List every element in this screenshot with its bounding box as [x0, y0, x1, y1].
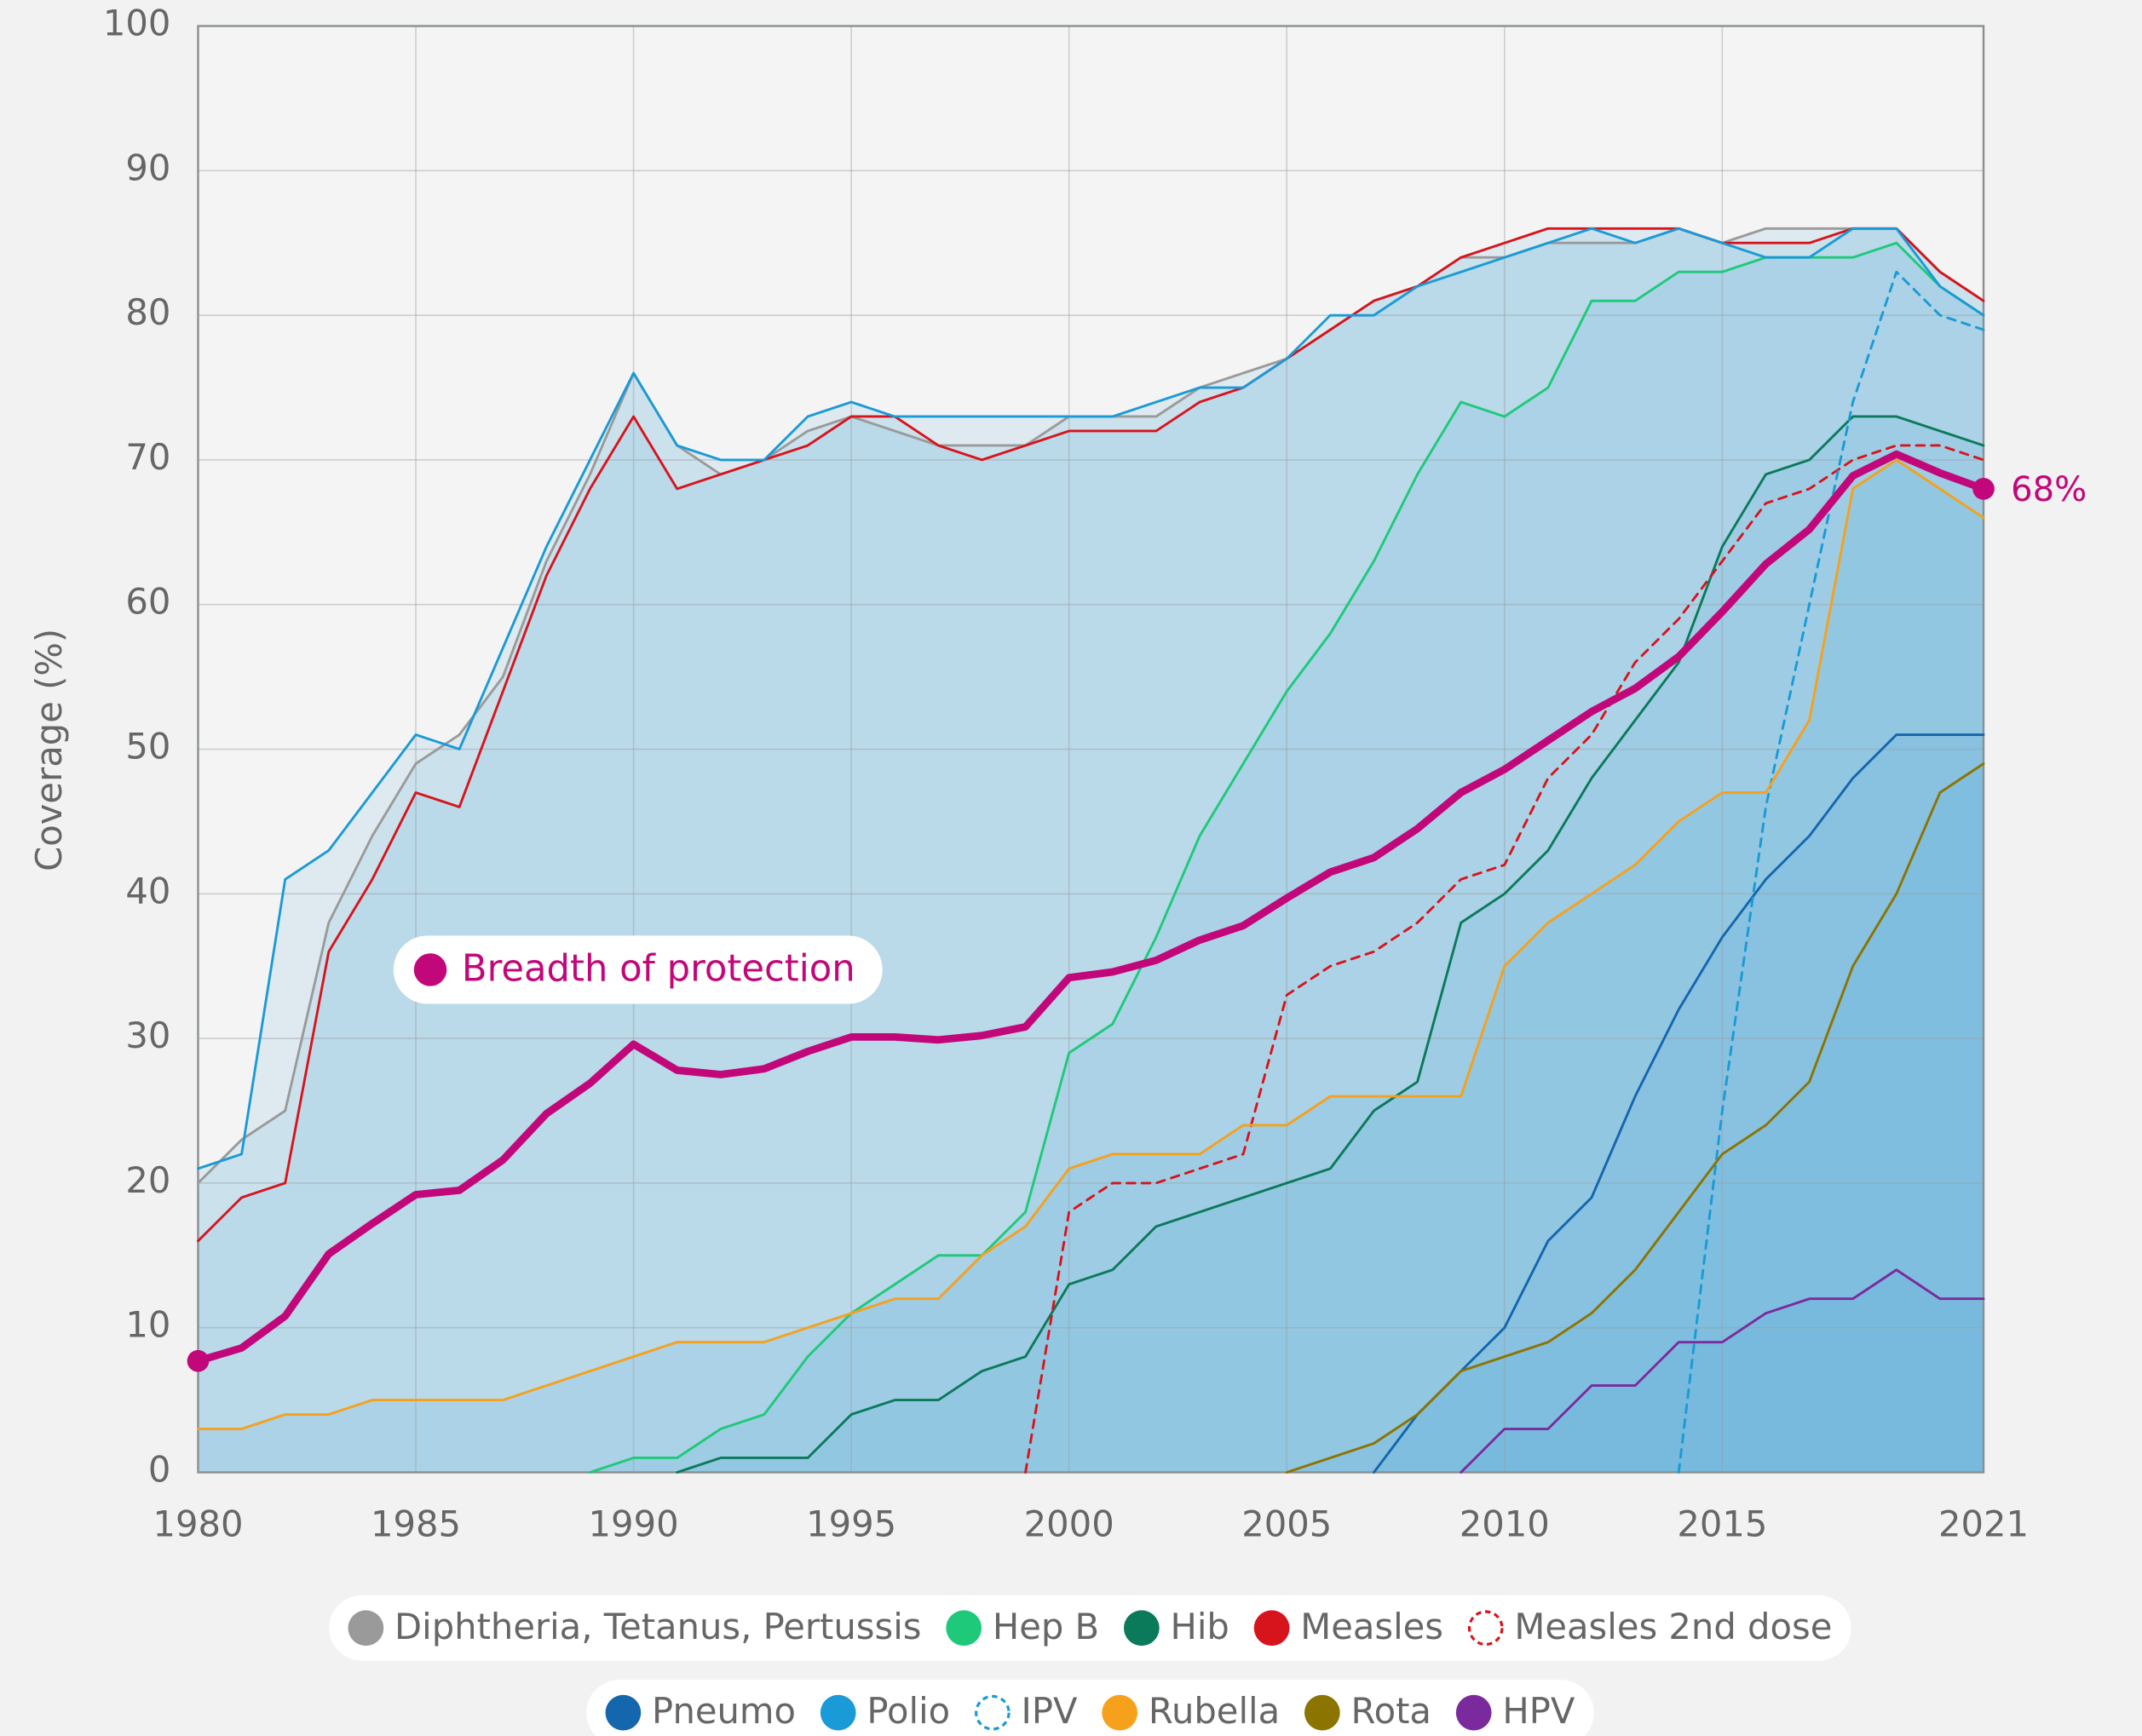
x-tick-label: 2005 [1241, 1503, 1332, 1545]
annotation-dot [413, 953, 447, 986]
legend-label: HPV [1502, 1690, 1575, 1732]
legend-label: Diphtheria, Tetanus, Pertussis [394, 1606, 921, 1647]
plot-area [198, 26, 1984, 1473]
legend-marker [605, 1694, 642, 1731]
annotation-pill [393, 935, 883, 1004]
y-tick-label: 90 [125, 147, 170, 188]
legend-label: IPV [1022, 1690, 1078, 1732]
y-tick-label: 20 [125, 1159, 170, 1201]
series-line [197, 458, 1985, 1430]
y-tick-label: 80 [125, 291, 170, 333]
legend-label: Measles [1300, 1606, 1443, 1647]
y-tick-label: 40 [125, 870, 170, 911]
legend-label: Pneumo [652, 1690, 796, 1732]
area [198, 228, 1984, 1473]
legend-marker [1124, 1610, 1160, 1647]
series-line [1024, 444, 1985, 1474]
x-tick-label: 1980 [153, 1503, 243, 1545]
area [1287, 763, 1984, 1473]
y-axis-label: Coverage (%) [28, 629, 70, 871]
area [1460, 1269, 1984, 1473]
area [677, 416, 1984, 1473]
y-tick-label: 70 [125, 436, 170, 478]
legend-marker [348, 1610, 384, 1647]
legend-marker [975, 1694, 1011, 1731]
y-tick-label: 60 [125, 581, 170, 623]
legend-label: Measles 2nd dose [1514, 1606, 1832, 1647]
breadth-line [194, 450, 1988, 1365]
x-tick-label: 2021 [1938, 1503, 2029, 1545]
legend-label: Polio [867, 1690, 950, 1732]
legend-row: Pneumo Polio IPV Rubella Rota HPV [586, 1680, 1594, 1736]
plot-border [197, 25, 1985, 1474]
annotation-text: Breadth of protection [462, 948, 855, 991]
legend-marker [820, 1694, 856, 1731]
area [590, 243, 1984, 1473]
area [198, 459, 1984, 1473]
value-label: 68% [2011, 470, 2087, 509]
legend-label: Rubella [1149, 1690, 1280, 1732]
legend-marker [1102, 1694, 1138, 1731]
series-line [197, 227, 1985, 1170]
legend-row: Diphtheria, Tetanus, Pertussis Hep B Hib Me… [329, 1595, 1851, 1661]
x-tick-label: 2000 [1024, 1503, 1114, 1545]
legend-label: Hep B [993, 1606, 1099, 1647]
series-line [1460, 1268, 1985, 1474]
x-tick-label: 1995 [806, 1503, 896, 1545]
series-line [676, 415, 1985, 1474]
breadth-start-dot [187, 1349, 210, 1372]
legend-label: Rota [1351, 1690, 1431, 1732]
area [198, 228, 1984, 1473]
legend-label: Hib [1171, 1606, 1229, 1647]
y-tick-label: 30 [125, 1015, 170, 1056]
area [198, 228, 1984, 1473]
x-tick-label: 1985 [371, 1503, 461, 1545]
breadth-end-dot [1972, 478, 1995, 500]
legend-marker [1304, 1694, 1340, 1731]
x-tick-label: 2015 [1677, 1503, 1767, 1545]
series-line [1285, 762, 1985, 1474]
y-tick-label: 50 [125, 726, 170, 767]
legend-marker [946, 1610, 982, 1647]
legend-marker [1467, 1610, 1504, 1647]
series-line [589, 241, 1985, 1474]
legend-pill [329, 1595, 1851, 1661]
y-tick-label: 0 [148, 1448, 171, 1490]
y-tick-label: 10 [125, 1304, 170, 1346]
y-tick-label: 100 [103, 3, 171, 44]
x-tick-label: 1990 [589, 1503, 679, 1545]
legend-marker [1455, 1694, 1492, 1731]
area [1373, 734, 1984, 1473]
series-line [1373, 733, 1985, 1474]
breadth-annotation: Breadth of protection [393, 935, 883, 1004]
legend-marker [1253, 1610, 1290, 1647]
x-tick-label: 2010 [1460, 1503, 1550, 1545]
